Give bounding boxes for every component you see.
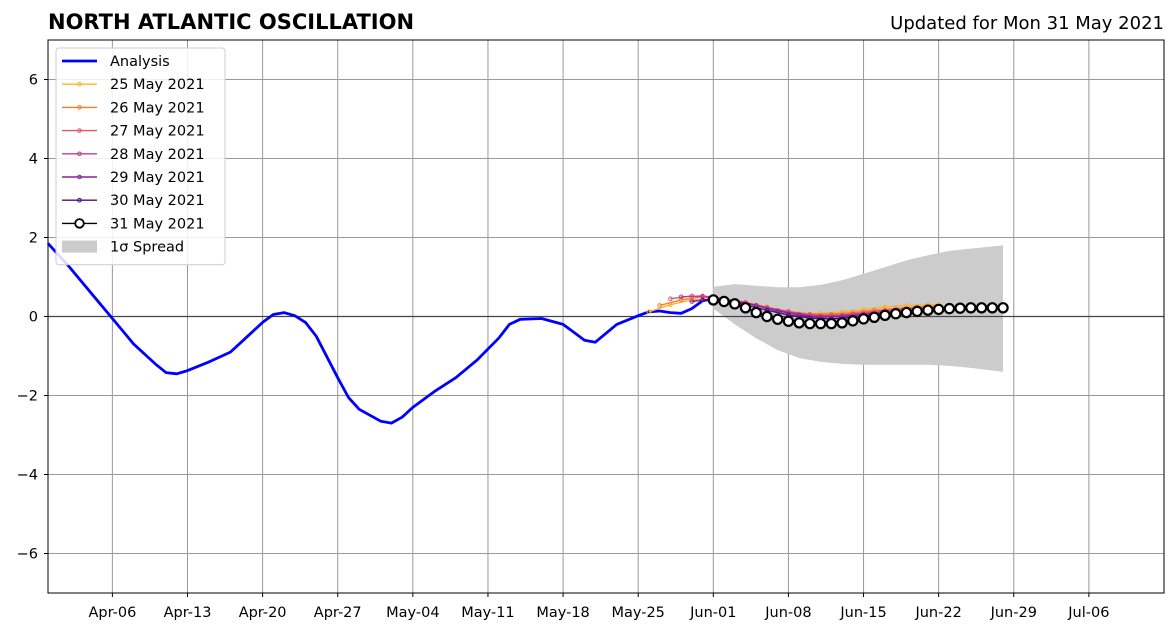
x-tick-label: Jun-08 <box>764 605 811 621</box>
x-tick-label: Jul-06 <box>1067 605 1109 621</box>
forecast-point <box>836 317 848 329</box>
legend-label: 26 May 2021 <box>110 100 205 116</box>
legend-marker <box>77 81 82 87</box>
x-tick-label: Jun-29 <box>990 605 1037 621</box>
forecast-point <box>975 302 988 314</box>
forecast-point <box>932 303 945 316</box>
forecast-point <box>954 302 966 314</box>
forecast-point <box>718 295 730 308</box>
legend-entry: 31 May 2021 <box>62 216 205 232</box>
x-tick-label: May-18 <box>536 605 589 621</box>
forecast-point <box>804 317 816 330</box>
x-tick-label: May-25 <box>611 605 664 621</box>
spread-band-layer <box>713 245 1003 372</box>
legend-label: 31 May 2021 <box>110 216 205 232</box>
forecast-point <box>965 302 977 314</box>
y-tick-label: 6 <box>29 73 38 89</box>
legend-label: 29 May 2021 <box>110 170 205 186</box>
legend-entry: 25 May 2021 <box>62 77 205 93</box>
forecast-point <box>668 296 673 302</box>
y-axis-ticks: −6 −4 −2 0 2 4 6 <box>17 73 48 563</box>
forecast-point <box>657 303 662 308</box>
forecast-point <box>814 317 827 330</box>
y-tick-label: −2 <box>17 389 38 405</box>
forecast-point <box>879 309 891 322</box>
x-tick-label: Jun-22 <box>914 605 961 621</box>
x-tick-label: Apr-13 <box>164 605 212 621</box>
forecast-point <box>943 302 956 315</box>
legend-marker <box>74 218 85 229</box>
legend-entry: 27 May 2021 <box>62 124 205 140</box>
legend-box <box>55 47 226 266</box>
x-tick-label: Apr-20 <box>239 605 287 621</box>
analysis-line <box>46 242 714 425</box>
forecast-series-layer <box>646 293 1009 330</box>
forecast-point <box>986 302 999 314</box>
chart-title: NORTH ATLANTIC OSCILLATION <box>48 10 414 34</box>
forecast-point <box>997 302 1009 314</box>
legend-entry: 29 May 2021 <box>62 170 205 186</box>
x-tick-label: Jun-15 <box>839 605 886 621</box>
forecast-point <box>678 294 684 300</box>
x-tick-label: May-04 <box>386 605 439 621</box>
forecast-series <box>707 294 1009 330</box>
legend-label: 1σ Spread <box>110 240 184 256</box>
forecast-point <box>825 317 838 330</box>
x-axis-ticks: Apr-06 Apr-13 Apr-20 Apr-27 May-04 May-11 May-… <box>88 593 1109 621</box>
legend-label: 27 May 2021 <box>110 124 205 140</box>
legend-label: 30 May 2021 <box>110 193 205 209</box>
legend-entry: 1σ Spread <box>62 240 184 256</box>
legend: Analysis 25 May 2021 26 May 2021 27 May 202… <box>55 47 226 266</box>
x-tick-label: Apr-06 <box>88 605 136 621</box>
forecast-point <box>761 310 773 323</box>
chart-subtitle: Updated for Mon 31 May 2021 <box>890 13 1164 34</box>
legend-label: 25 May 2021 <box>110 77 205 93</box>
spread-band <box>713 245 1003 372</box>
x-tick-label: Apr-27 <box>314 605 362 621</box>
forecast-point <box>689 299 695 304</box>
y-tick-label: 0 <box>29 310 38 326</box>
legend-marker <box>77 128 82 133</box>
legend-marker <box>77 174 82 180</box>
legend-marker <box>77 197 82 203</box>
forecast-point <box>739 302 752 314</box>
x-tick-label: May-11 <box>461 605 514 621</box>
forecast-point <box>782 315 795 327</box>
y-tick-label: 2 <box>29 231 38 247</box>
forecast-point <box>911 305 923 318</box>
forecast-point <box>847 315 859 327</box>
legend-entry: 30 May 2021 <box>62 193 205 209</box>
y-tick-label: −4 <box>17 468 38 484</box>
forecast-point <box>868 311 880 323</box>
legend-swatch <box>62 240 97 253</box>
legend-label: Analysis <box>110 54 170 70</box>
forecast-point <box>890 308 902 320</box>
y-tick-label: 4 <box>29 152 38 168</box>
forecast-point <box>922 304 934 316</box>
y-tick-label: −6 <box>17 547 38 563</box>
legend-entry: Analysis <box>62 54 170 70</box>
legend-entry: 28 May 2021 <box>62 147 205 163</box>
legend-label: 28 May 2021 <box>110 147 205 163</box>
forecast-point <box>793 317 805 329</box>
legend-marker <box>77 151 82 157</box>
forecast-point <box>707 294 720 306</box>
x-tick-label: Jun-01 <box>689 605 736 621</box>
forecast-point <box>729 298 741 310</box>
analysis-series-layer <box>46 242 714 425</box>
forecast-point <box>700 297 705 303</box>
forecast-point <box>771 313 784 325</box>
forecast-point <box>646 309 652 315</box>
legend-entry: 26 May 2021 <box>62 100 205 116</box>
legend-marker <box>77 105 82 110</box>
forecast-point <box>750 306 762 319</box>
forecast-point <box>857 313 870 325</box>
forecast-point <box>900 306 913 319</box>
